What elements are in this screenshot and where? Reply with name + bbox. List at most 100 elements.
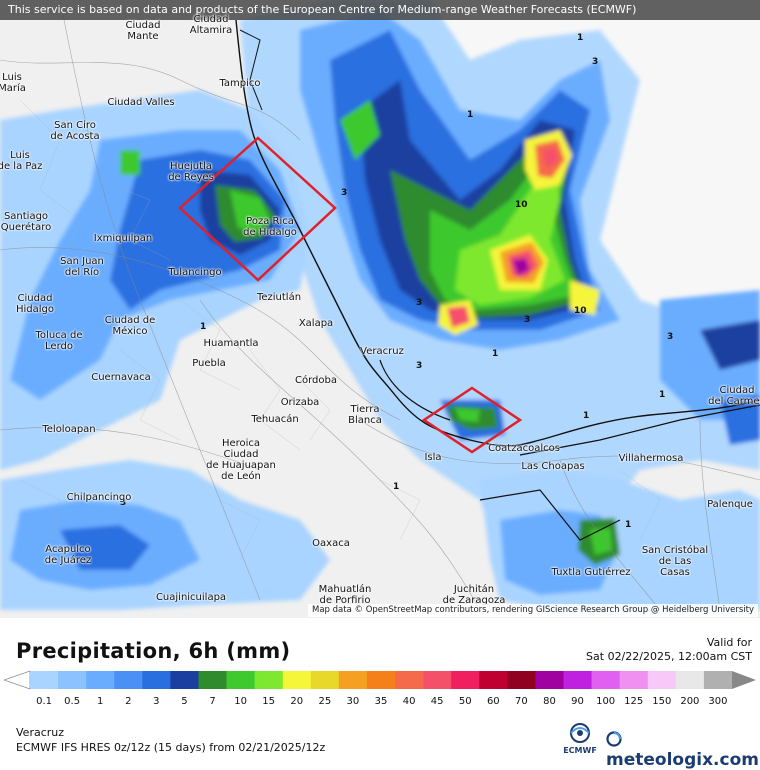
city-marker[interactable]: Santiago Querétaro <box>1 211 51 233</box>
city-marker[interactable]: Huamantla <box>203 338 258 349</box>
city-label: Ciudad Valles <box>107 97 175 108</box>
legend-color-cell <box>647 671 677 689</box>
city-marker[interactable]: Córdoba <box>295 375 337 386</box>
city-label: Tulancingo <box>168 267 222 278</box>
legend-ticks: 0.1 0.5 1 2 3 5 7 10 15 20 25 30 35 40 45 50 60 70 80 90 100… <box>0 696 760 710</box>
legend-color-cell <box>535 671 564 689</box>
city-marker[interactable]: Ixmiquilpan <box>94 233 152 244</box>
legend-color-cell <box>198 671 227 689</box>
legend-color-cell <box>226 671 255 689</box>
city-marker[interactable]: Heroica Ciudad de Huajuapan de León <box>206 438 276 482</box>
city-marker[interactable]: Luis María <box>0 72 26 94</box>
city-marker[interactable]: Poza Rica de Hidalgo <box>243 216 297 238</box>
city-marker[interactable]: Mahuatlán de Porfirio <box>319 584 372 606</box>
legend-tick-label: 0.1 <box>36 696 52 707</box>
legend-tick-label: 90 <box>571 696 584 707</box>
legend-tick-label: 80 <box>543 696 556 707</box>
legend-tick-label: 35 <box>374 696 388 707</box>
city-marker[interactable]: Palenque <box>707 499 753 510</box>
city-marker[interactable]: Toluca de Lerdo <box>36 330 83 352</box>
city-marker[interactable]: Tulancingo <box>168 267 221 278</box>
city-marker[interactable]: Veracruz <box>360 346 404 357</box>
contour-label: 1 <box>393 482 400 492</box>
city-label: Poza Rica de Hidalgo <box>243 216 297 238</box>
legend-tick-label: 200 <box>680 696 700 707</box>
city-marker[interactable]: Luis de la Paz <box>0 150 42 172</box>
city-marker[interactable]: Las Choapas <box>521 461 584 472</box>
legend-tick-label: 40 <box>402 696 416 707</box>
legend-tick-label: 60 <box>486 696 500 707</box>
city-marker[interactable]: Tierra Blanca <box>348 404 382 426</box>
city-marker[interactable]: Huejutla de Reyes <box>168 161 214 183</box>
legend-color-cell <box>310 671 340 689</box>
city-marker[interactable]: Juchitán de Zaragoza <box>443 584 506 606</box>
city-marker[interactable]: Coatzacoalcos <box>488 443 560 454</box>
footer: Precipitation, 6h (mm) Valid for Sat 02/… <box>0 618 760 770</box>
legend-tick-label: 25 <box>318 696 332 707</box>
map-area[interactable]: This service is based on data and produc… <box>0 0 760 618</box>
city-label: Heroica Ciudad de Huajuapan de León <box>206 438 276 482</box>
city-marker[interactable]: Cuajinicuilapa <box>156 592 226 603</box>
city-label: Toluca de Lerdo <box>35 330 83 352</box>
meteologix-brand[interactable]: meteologix.com <box>606 730 760 770</box>
legend-tick-label: 1 <box>97 696 104 707</box>
city-marker[interactable]: Puebla <box>192 358 226 369</box>
city-marker[interactable]: Teziutlán <box>257 292 301 303</box>
city-marker[interactable]: Xalapa <box>299 318 333 329</box>
city-marker[interactable]: Ciudad Hidalgo <box>16 293 54 315</box>
city-label: Cuernavaca <box>91 372 151 383</box>
map-svg <box>0 0 760 612</box>
city-marker[interactable]: Cuernavaca <box>91 372 151 383</box>
city-marker[interactable]: Isla <box>424 452 441 463</box>
city-marker[interactable]: San Juan del Río <box>60 256 104 278</box>
city-marker[interactable]: Ciudad Valles <box>107 97 174 108</box>
city-marker[interactable]: Tehuacán <box>251 414 298 425</box>
city-marker[interactable]: Chilpancingo <box>67 492 132 503</box>
model-run: ECMWF IFS HRES 0z/12z (15 days) from 02/… <box>16 741 326 754</box>
ecmwf-label: ECMWF <box>563 746 597 755</box>
legend-color-cell <box>451 671 480 689</box>
contour-label: 1 <box>577 33 584 43</box>
contour-label: 1 <box>659 390 666 400</box>
legend-tick-label: 7 <box>209 696 216 707</box>
city-marker[interactable]: San Ciro de Acosta <box>50 120 99 142</box>
city-marker[interactable]: Orizaba <box>281 397 320 408</box>
legend-tick-label: 300 <box>708 696 728 707</box>
city-label: Veracruz <box>360 346 404 357</box>
city-label: Tampico <box>219 78 261 89</box>
city-marker[interactable]: Ciudad Altamira <box>190 14 232 36</box>
city-label: Orizaba <box>280 397 320 408</box>
legend-color-cell <box>142 671 171 689</box>
contour-label: 1 <box>625 520 632 530</box>
alert-polygon-coatzacoalcos[interactable] <box>421 386 523 454</box>
contour-label: 3 <box>524 315 531 325</box>
alert-polygon-poza-rica[interactable] <box>178 136 337 282</box>
contour-label: 1 <box>467 110 474 120</box>
city-marker[interactable]: Acapulco de Juárez <box>45 544 91 566</box>
city-marker[interactable]: Oaxaca <box>312 538 350 549</box>
legend-color-cell <box>30 671 59 689</box>
legend-tick-label: 3 <box>153 696 160 707</box>
city-label: Isla <box>424 452 442 463</box>
city-marker[interactable]: Villahermosa <box>619 453 684 464</box>
city-marker[interactable]: Teloloapan <box>42 424 95 435</box>
city-marker[interactable]: Ciudad de México <box>105 315 156 337</box>
legend-color-cell <box>619 671 649 689</box>
ecmwf-notice: This service is based on data and produc… <box>0 0 760 20</box>
legend-color-cell <box>507 671 536 689</box>
city-label: Juchitán de Zaragoza <box>442 584 506 606</box>
legend-color-cell <box>423 671 452 689</box>
legend-color-cell <box>170 671 199 689</box>
city-marker[interactable]: Tuxtla Gutiérrez <box>551 567 630 578</box>
legend-tick-label: 10 <box>234 696 247 707</box>
map-attribution: Map data © OpenStreetMap contributors, r… <box>308 604 758 617</box>
city-marker[interactable]: Ciudad Mante <box>126 20 161 42</box>
legend-tick-label: 125 <box>624 696 644 707</box>
city-marker[interactable]: San Cristóbal de Las Casas <box>642 545 708 578</box>
city-marker[interactable]: Tampico <box>219 78 260 89</box>
region-name: Veracruz <box>16 726 65 739</box>
legend-tick-label: 150 <box>652 696 672 707</box>
meteologix-logo-icon <box>606 731 622 747</box>
